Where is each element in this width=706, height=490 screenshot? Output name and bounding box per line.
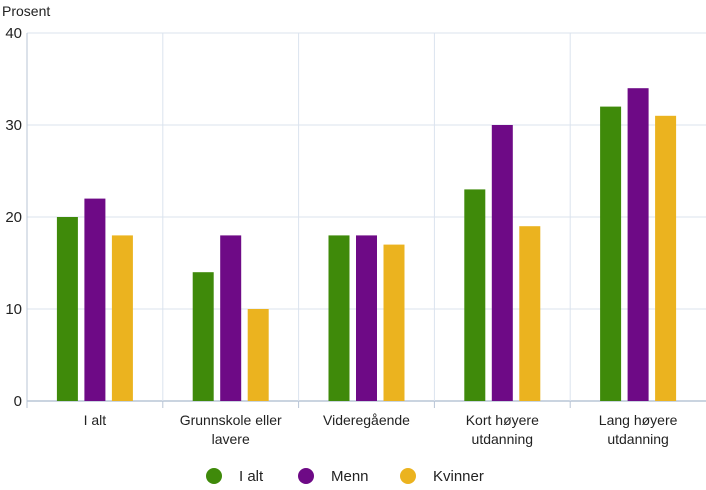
x-category-label: I alt	[84, 412, 107, 428]
legend-marker	[400, 468, 416, 484]
bar	[464, 189, 486, 401]
legend-item[interactable]: Menn	[298, 468, 369, 485]
bar	[84, 198, 106, 401]
bar	[356, 235, 377, 401]
y-tick-label: 10	[5, 301, 22, 318]
bar	[328, 235, 350, 401]
legend-item[interactable]: I alt	[206, 468, 264, 485]
bar	[192, 272, 214, 401]
y-axis-label: Prosent	[2, 3, 50, 19]
legend: I alt Menn Kvinner	[206, 468, 484, 485]
y-tick-label: 30	[5, 117, 22, 134]
bar	[56, 217, 78, 401]
bar	[220, 235, 242, 401]
x-category-label: Kort høyere utdanning	[466, 412, 539, 447]
legend-item[interactable]: Kvinner	[400, 468, 484, 485]
y-tick-label: 40	[5, 25, 22, 42]
legend-label: I alt	[239, 468, 264, 485]
grid-lines	[26, 32, 706, 408]
legend-marker	[298, 468, 314, 484]
x-category-label: Grunnskole eller lavere	[180, 412, 282, 447]
bar	[519, 226, 541, 401]
bar	[383, 244, 405, 401]
y-tick-label: 0	[14, 393, 22, 410]
bar	[600, 106, 622, 401]
x-category-label: Videregående	[323, 412, 410, 428]
x-axis-categories: I alt Grunnskole eller lavere Videregående K…	[84, 412, 678, 447]
y-tick-label: 20	[5, 209, 22, 226]
x-category-label: Lang høyere utdanning	[599, 412, 678, 447]
bar	[655, 115, 677, 402]
legend-label: Kvinner	[433, 468, 484, 485]
bar	[247, 309, 269, 401]
bars-group	[56, 88, 677, 402]
bar	[491, 125, 513, 401]
bar	[627, 88, 649, 401]
bar	[111, 235, 133, 401]
legend-marker	[206, 468, 222, 484]
y-axis-ticks: 0 10 20 30 40	[5, 25, 22, 410]
legend-label: Menn	[331, 468, 369, 485]
